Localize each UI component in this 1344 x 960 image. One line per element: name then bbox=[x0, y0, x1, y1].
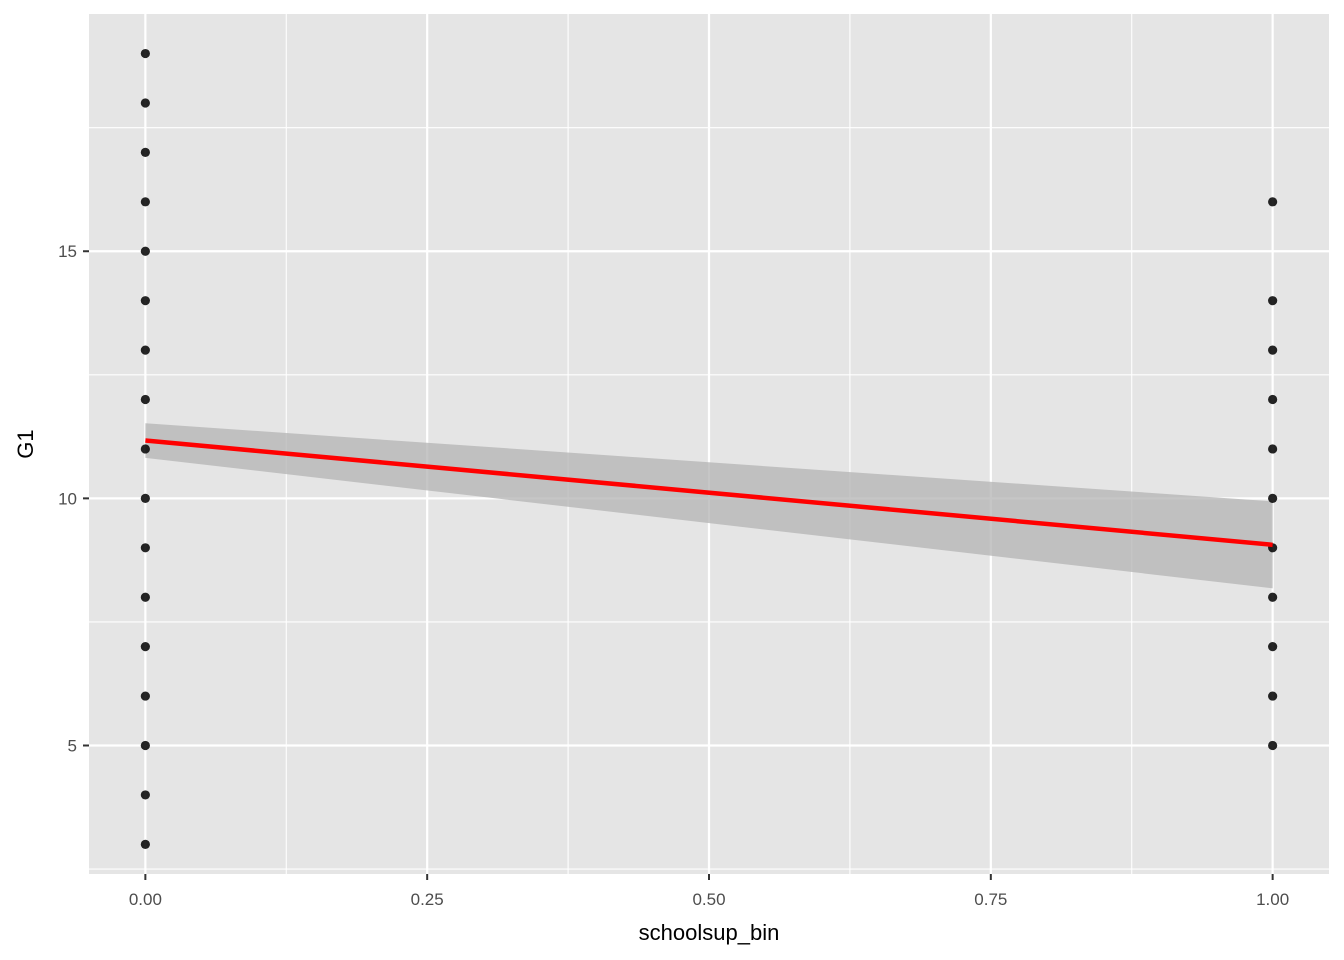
points-layer bbox=[140, 48, 1278, 849]
data-point bbox=[140, 444, 150, 454]
data-point bbox=[140, 592, 150, 602]
y-axis-title: G1 bbox=[13, 429, 38, 458]
x-tick-label: 0.50 bbox=[692, 890, 725, 909]
data-point bbox=[1268, 642, 1278, 652]
data-point bbox=[140, 543, 150, 553]
data-point bbox=[140, 740, 150, 751]
fit-line bbox=[145, 438, 1273, 548]
data-point bbox=[140, 642, 150, 652]
data-point bbox=[140, 493, 150, 503]
data-point bbox=[1268, 691, 1278, 701]
x-tick-label: 0.25 bbox=[411, 890, 444, 909]
data-point bbox=[140, 691, 150, 701]
y-tick-label: 15 bbox=[58, 242, 77, 261]
x-axis-title: schoolsup_bin bbox=[639, 920, 780, 945]
data-point bbox=[140, 246, 150, 256]
data-point bbox=[1268, 345, 1278, 355]
data-point bbox=[140, 48, 150, 59]
x-tick-label: 0.75 bbox=[974, 890, 1007, 909]
data-point bbox=[140, 98, 150, 108]
data-point bbox=[1268, 592, 1278, 602]
data-point bbox=[1268, 444, 1278, 454]
y-axis: 5 10 15 bbox=[58, 242, 89, 755]
data-point bbox=[1268, 740, 1278, 751]
x-tick-label: 0.00 bbox=[129, 890, 162, 909]
fit-line-layer bbox=[145, 438, 1273, 548]
data-point bbox=[140, 394, 150, 405]
data-point bbox=[140, 790, 150, 800]
data-point bbox=[140, 147, 150, 157]
data-point bbox=[1268, 394, 1278, 405]
x-tick-label: 1.00 bbox=[1256, 890, 1289, 909]
data-point bbox=[140, 197, 150, 207]
x-axis: 0.00 0.25 0.50 0.75 1.00 bbox=[129, 874, 1289, 909]
y-tick-label: 5 bbox=[68, 736, 77, 755]
data-point bbox=[140, 839, 150, 849]
data-point bbox=[140, 345, 150, 355]
data-point bbox=[1268, 493, 1278, 503]
y-tick-label: 10 bbox=[58, 489, 77, 508]
data-point bbox=[140, 296, 150, 306]
data-point bbox=[1268, 197, 1278, 207]
data-point bbox=[1268, 296, 1278, 306]
